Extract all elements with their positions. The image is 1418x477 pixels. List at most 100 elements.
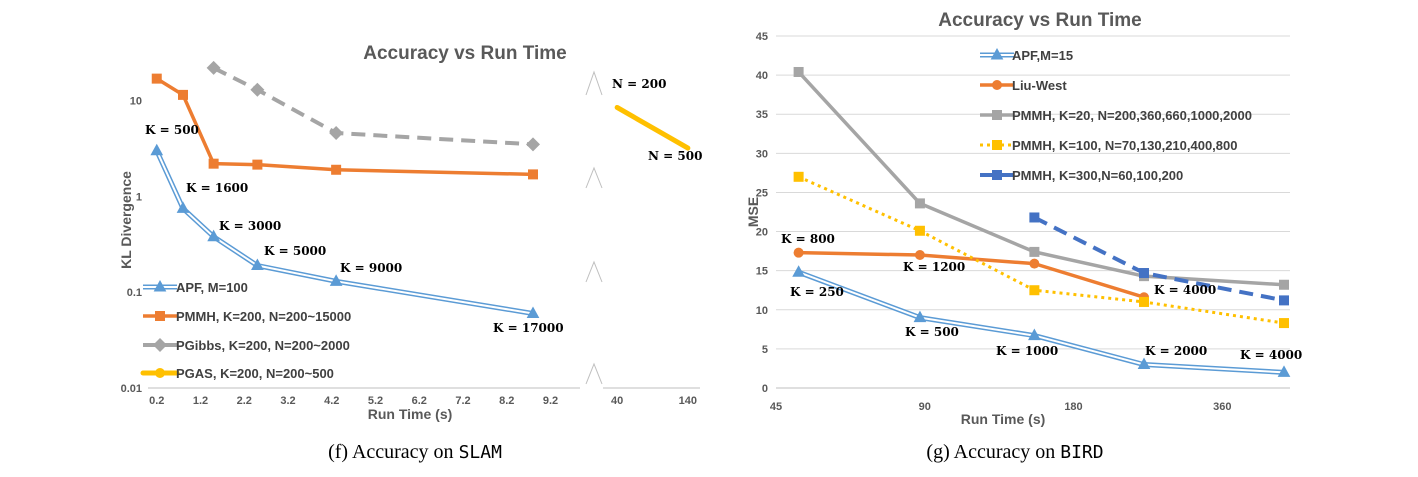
series-pmmh-k-200-n-200-15000-point xyxy=(208,158,219,169)
x-tick-label: 4.2 xyxy=(324,395,339,407)
x-tick-label: 5.2 xyxy=(368,395,383,407)
series-apf-m-15-point xyxy=(792,265,805,277)
chart-title: Accuracy vs Run Time xyxy=(363,43,566,64)
y-tick-label: 15 xyxy=(756,266,768,278)
data-label: K = 250 xyxy=(790,285,844,299)
legend-label: APF,M=15 xyxy=(1012,48,1073,63)
series-pmmh-k-20-n-200-360-660-1000-2000-point xyxy=(1029,246,1040,257)
x-axis-label: Run Time (s) xyxy=(961,411,1046,427)
series-apf-m-100-point xyxy=(150,143,164,156)
data-label: K = 9000 xyxy=(340,261,402,275)
x-tick-label: 9.2 xyxy=(543,395,558,407)
data-label: N = 200 xyxy=(612,77,666,91)
series-pmmh-k-200-n-200-15000-point xyxy=(331,164,342,175)
legend-label: PGibbs, K=200, N=200~2000 xyxy=(176,338,350,353)
series-pmmh-k-300-n-60-100-200-point xyxy=(1279,295,1289,306)
series-apf-m-100-point xyxy=(176,201,190,213)
x-tick-label: 45 xyxy=(770,401,782,413)
legend-label: PMMH, K=100, N=70,130,210,400,800 xyxy=(1012,138,1237,153)
series-pmmh-k-300-n-60-100-200-point xyxy=(1029,212,1040,223)
y-tick-label: 20 xyxy=(756,227,768,239)
data-label: K = 5000 xyxy=(264,244,326,258)
series-pmmh-k-200-n-200-15000-point xyxy=(151,73,162,84)
series-liu-west-point xyxy=(914,250,925,261)
series-pmmh-k-100-n-70-130-210-400-800-point xyxy=(914,225,925,236)
x-tick-label: 180 xyxy=(1064,401,1082,413)
x-axis-label: Run Time (s) xyxy=(368,406,453,422)
legend-pmmh-k-20-n-200-360-660-1000-2000-marker xyxy=(992,110,1002,120)
series-apf-m-15-point xyxy=(1277,365,1291,377)
x-tick-label: 6.2 xyxy=(412,395,427,407)
caption-bird: (g) Accuracy on BIRD xyxy=(926,441,1103,463)
y-tick-label: 45 xyxy=(756,31,768,43)
series-pgibbs-k-200-n-200-2000-point xyxy=(526,137,540,152)
series-apf-m-100-point xyxy=(251,258,264,271)
x-tick-label: 90 xyxy=(919,401,931,413)
data-label: K = 1000 xyxy=(996,344,1058,358)
legend-pmmh-k-200-n-200-15000-marker xyxy=(155,311,165,321)
legend-label: PGAS, K=200, N=200~500 xyxy=(176,366,334,381)
legend-label: PMMH, K=300,N=60,100,200 xyxy=(1012,168,1183,183)
chart-slam: Accuracy vs Run Time KL Divergence Run T… xyxy=(118,43,702,422)
data-label: K = 4000 xyxy=(1154,283,1216,297)
axis-break-marks xyxy=(585,70,603,385)
y-tick-label: 0.01 xyxy=(121,383,142,395)
data-label: K = 4000 xyxy=(1240,348,1302,362)
x-tick-label: 8.2 xyxy=(499,395,514,407)
x-tick-label: 1.2 xyxy=(193,395,208,407)
y-tick-label: 40 xyxy=(756,70,768,82)
series-pmmh-k-200-n-200-15000-point xyxy=(528,169,538,180)
legend-apf-m-100-marker xyxy=(153,279,167,292)
series-pmmh-k-200-n-200-15000-point xyxy=(178,89,188,100)
data-label: K = 2000 xyxy=(1145,344,1207,358)
series-pmmh-k-300-n-60-100-200-point xyxy=(1139,268,1150,279)
series-pmmh-k-20-n-200-360-660-1000-2000-point xyxy=(1279,279,1289,290)
series-pgibbs-k-200-n-200-2000-point xyxy=(329,125,344,140)
y-axis-label: KL Divergence xyxy=(118,171,134,269)
series-pgas-k-200-n-200-500-line xyxy=(614,104,691,151)
y-tick-label: 0.1 xyxy=(127,287,142,299)
series-apf-m-15 xyxy=(792,265,1291,377)
y-tick-label: 10 xyxy=(756,305,768,317)
y-tick-label: 5 xyxy=(762,344,768,356)
legend-label: PMMH, K=200, N=200~15000 xyxy=(176,309,351,324)
series-pmmh-k-100-n-70-130-210-400-800 xyxy=(793,171,1289,329)
data-label: N = 500 xyxy=(648,149,702,163)
x-tick-label: 360 xyxy=(1213,401,1231,413)
series-pmmh-k-100-n-70-130-210-400-800-point xyxy=(1029,285,1040,296)
series-pmmh-k-20-n-200-360-660-1000-2000-point xyxy=(793,66,804,77)
y-axis-label: MSE xyxy=(745,197,761,227)
legend-label: APF, M=100 xyxy=(176,280,248,295)
series-apf-m-100-point xyxy=(329,274,343,286)
data-label: K = 500 xyxy=(145,123,199,137)
legend-pgas-k-200-n-200-500-marker xyxy=(155,368,165,378)
data-label: K = 1200 xyxy=(903,260,965,274)
x-tick-label: 7.2 xyxy=(455,395,470,407)
data-label: K = 1600 xyxy=(186,181,248,195)
chart-bird: Accuracy vs Run Time MSE Run Time (s) 0 5… xyxy=(745,10,1302,427)
x-tick-label: 2.2 xyxy=(237,395,252,407)
data-label: K = 800 xyxy=(781,232,835,246)
series-pmmh-k-100-n-70-130-210-400-800-point xyxy=(1279,318,1289,329)
series-apf-m-15-point xyxy=(1028,328,1041,341)
series-apf-m-100-point xyxy=(207,229,220,242)
series-pgibbs-k-200-n-200-2000-line xyxy=(212,66,534,147)
legend-pgibbs-k-200-n-200-2000-marker xyxy=(153,338,167,352)
series-pmmh-k-200-n-200-15000 xyxy=(151,73,538,180)
data-label: K = 17000 xyxy=(493,321,564,335)
caption-slam: (f) Accuracy on SLAM xyxy=(328,441,502,463)
y-tick-label: 35 xyxy=(756,109,768,121)
x-tick-label: 140 xyxy=(679,395,697,407)
x-tick-label: 40 xyxy=(611,395,623,407)
series-pmmh-k-100-n-70-130-210-400-800-point xyxy=(793,171,804,182)
series-liu-west-point xyxy=(1029,258,1040,269)
series-pgibbs-k-200-n-200-2000-point xyxy=(206,60,221,75)
y-tick-label: 1 xyxy=(136,191,142,203)
legend-pmmh-k-300-n-60-100-200-marker xyxy=(992,170,1002,180)
x-tick-label: 0.2 xyxy=(149,395,164,407)
legend-label: PMMH, K=20, N=200,360,660,1000,2000 xyxy=(1012,108,1252,123)
series-apf-m-100-point xyxy=(526,306,540,318)
y-tick-label: 10 xyxy=(130,96,142,108)
series-apf-m-100 xyxy=(150,143,540,318)
series-apf-m-15-point xyxy=(913,310,927,323)
